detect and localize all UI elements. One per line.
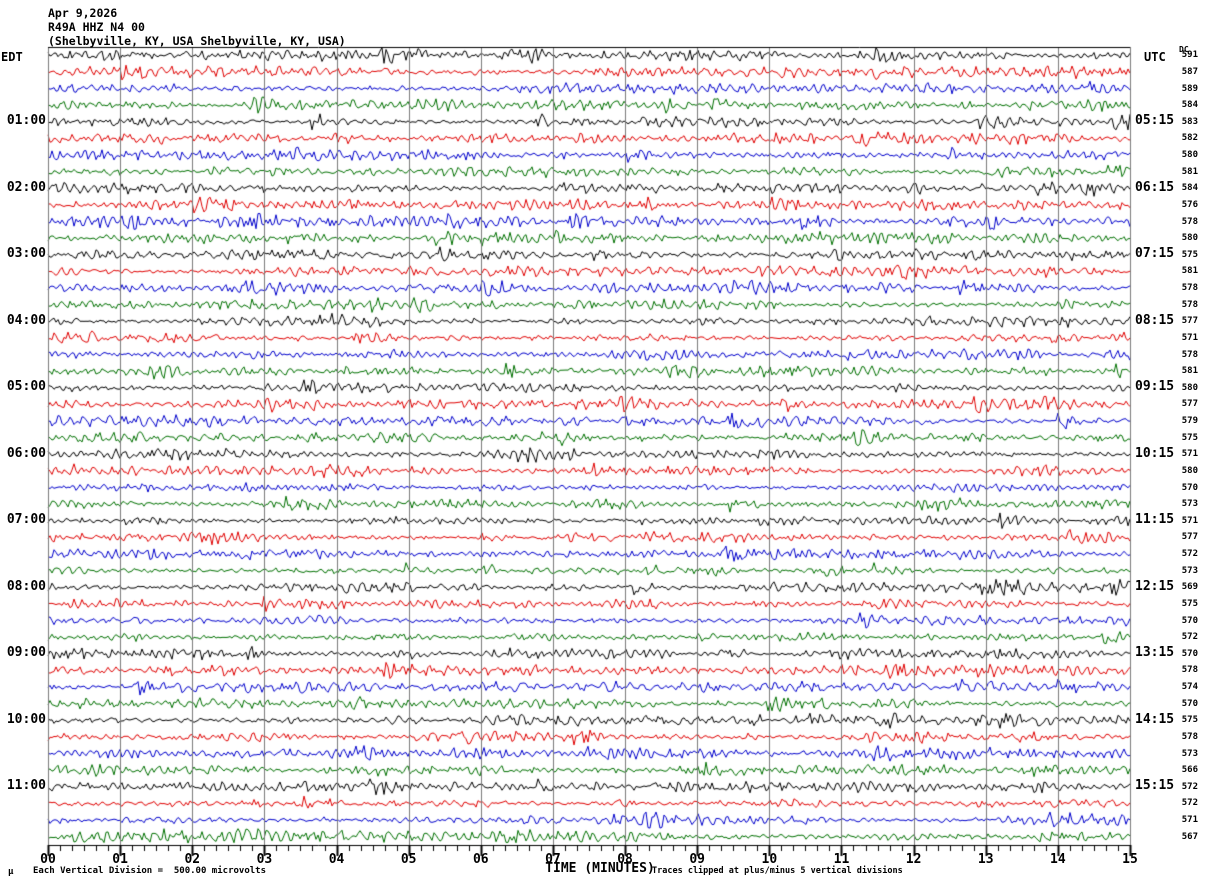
dc-offset-value: 572 — [1181, 549, 1198, 560]
dc-offset-value: 582 — [1181, 133, 1198, 144]
x-tick-label: 01 — [112, 852, 128, 867]
utc-hour-label: 07:15 — [1135, 246, 1175, 262]
utc-hour-label: 14:15 — [1135, 711, 1175, 727]
dc-offset-value: 578 — [1181, 216, 1198, 227]
x-tick-label: 10 — [761, 852, 778, 867]
dc-offset-value: 580 — [1181, 233, 1198, 244]
dc-offset-value: 571 — [1181, 815, 1198, 826]
dc-offset-value: 591 — [1181, 50, 1198, 61]
dc-offset-value: 577 — [1181, 316, 1198, 327]
edt-hour-label: 11:00 — [6, 778, 46, 794]
dc-offset-value: 570 — [1181, 698, 1198, 709]
dc-offset-value: 571 — [1181, 515, 1198, 526]
dc-offset-value: 580 — [1181, 382, 1198, 393]
dc-offset-value: 573 — [1181, 565, 1198, 576]
dc-offset-value: 584 — [1181, 183, 1198, 194]
dc-offset-value: 570 — [1181, 615, 1198, 626]
x-tick-label: 14 — [1050, 852, 1066, 867]
mu-mark: μ — [8, 867, 14, 877]
edt-hour-label: 10:00 — [6, 711, 46, 727]
utc-hour-label: 11:15 — [1135, 512, 1175, 528]
dc-offset-value: 566 — [1181, 765, 1198, 776]
x-tick-label: 03 — [256, 852, 273, 867]
utc-hour-label: 09:15 — [1135, 379, 1175, 395]
x-tick-label: 13 — [977, 852, 994, 867]
edt-hour-label: 06:00 — [6, 445, 46, 461]
dc-offset-value: 570 — [1181, 482, 1198, 493]
dc-offset-value: 574 — [1181, 682, 1198, 693]
utc-hour-label: 05:15 — [1135, 113, 1175, 129]
clipping-note: Traces clipped at plus/minus 5 vertical … — [652, 866, 903, 876]
x-tick-label: 06 — [472, 852, 489, 867]
dc-offset-value: 583 — [1181, 116, 1198, 127]
x-tick-label: 05 — [400, 852, 417, 867]
dc-offset-value: 576 — [1181, 199, 1198, 210]
dc-offset-value: 575 — [1181, 249, 1198, 260]
x-tick-label: 07 — [545, 852, 561, 867]
dc-offset-value: 577 — [1181, 399, 1198, 410]
x-tick-label: 09 — [689, 852, 706, 867]
dc-offset-value: 578 — [1181, 349, 1198, 360]
dc-offset-value: 571 — [1181, 449, 1198, 460]
dc-offset-value: 589 — [1181, 83, 1198, 94]
utc-hour-label: 13:15 — [1135, 645, 1175, 661]
dc-offset-value: 575 — [1181, 715, 1198, 726]
dc-offset-label: DC — [1179, 45, 1189, 54]
header-station-location: (Shelbyville, KY, USA Shelbyville, KY, U… — [48, 34, 346, 48]
dc-offset-value: 578 — [1181, 283, 1198, 294]
x-tick-label: 02 — [184, 852, 201, 867]
x-axis-title: TIME (MINUTES) — [545, 861, 655, 876]
dc-offset-value: 580 — [1181, 465, 1198, 476]
x-tick-label: 12 — [905, 852, 922, 867]
header-station-code: R49A HHZ N4 00 — [48, 20, 145, 34]
utc-hour-label: 15:15 — [1135, 778, 1175, 794]
dc-offset-value: 578 — [1181, 665, 1198, 676]
dc-offset-value: 570 — [1181, 648, 1198, 659]
edt-hour-label: 01:00 — [6, 113, 46, 129]
utc-hour-label: 12:15 — [1135, 578, 1175, 594]
edt-hour-label: 05:00 — [6, 379, 46, 395]
edt-hour-label: 09:00 — [6, 645, 46, 661]
dc-offset-value: 573 — [1181, 499, 1198, 510]
dc-offset-value: 572 — [1181, 632, 1198, 643]
dc-offset-value: 567 — [1181, 831, 1198, 842]
dc-offset-value: 575 — [1181, 598, 1198, 609]
x-tick-label: 08 — [617, 852, 633, 867]
edt-hour-label: 02:00 — [6, 179, 46, 195]
x-tick-label: 15 — [1122, 852, 1138, 867]
utc-hour-label: 08:15 — [1135, 312, 1175, 328]
dc-offset-value: 584 — [1181, 100, 1198, 111]
x-tick-label: 00 — [40, 852, 56, 867]
header-date: Apr 9,2026 — [48, 6, 118, 20]
dc-offset-value: 579 — [1181, 416, 1198, 427]
dc-offset-value: 572 — [1181, 781, 1198, 792]
dc-offset-value: 587 — [1181, 66, 1198, 77]
dc-offset-value: 581 — [1181, 266, 1198, 277]
dc-offset-value: 572 — [1181, 798, 1198, 809]
dc-offset-value: 573 — [1181, 748, 1198, 759]
timezone-label-utc: UTC — [1144, 50, 1166, 64]
edt-hour-label: 04:00 — [6, 312, 46, 328]
utc-hour-label: 10:15 — [1135, 445, 1175, 461]
edt-hour-label: 08:00 — [6, 578, 46, 594]
dc-offset-value: 575 — [1181, 432, 1198, 443]
edt-hour-label: 03:00 — [6, 246, 46, 262]
edt-hour-label: 07:00 — [6, 512, 46, 528]
x-tick-label: 11 — [833, 852, 850, 867]
dc-offset-value: 571 — [1181, 332, 1198, 343]
dc-offset-value: 569 — [1181, 582, 1198, 593]
dc-offset-value: 580 — [1181, 150, 1198, 161]
x-tick-label: 04 — [328, 852, 345, 867]
dc-offset-value: 581 — [1181, 166, 1198, 177]
dc-offset-value: 578 — [1181, 299, 1198, 310]
dc-offset-value: 577 — [1181, 532, 1198, 543]
dc-offset-value: 581 — [1181, 366, 1198, 377]
dc-offset-value: 578 — [1181, 731, 1198, 742]
timezone-label-edt: EDT — [1, 50, 23, 64]
vertical-scale-note: Each Vertical Division = 500.00 microvol… — [33, 866, 266, 876]
utc-hour-label: 06:15 — [1135, 179, 1175, 195]
